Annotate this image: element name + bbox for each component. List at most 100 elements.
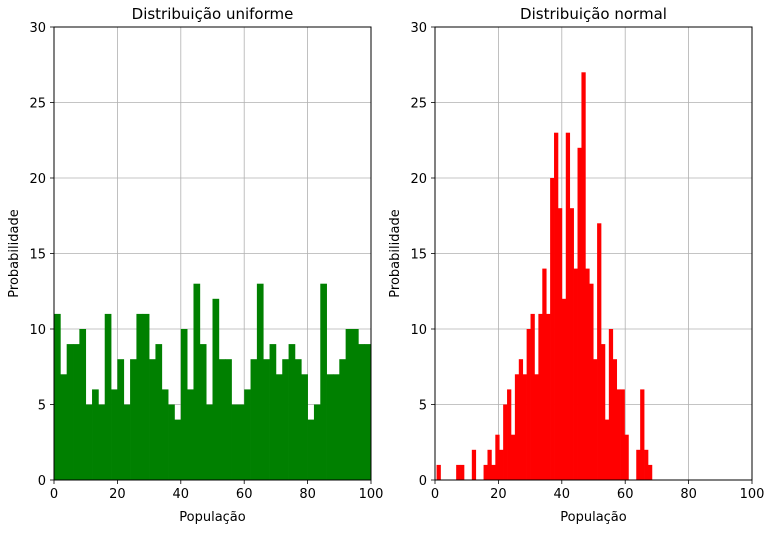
histogram-bar: [79, 329, 87, 480]
histogram-bar: [85, 404, 93, 480]
histogram-bar: [585, 268, 590, 480]
y-tick-label: 30: [410, 21, 427, 36]
histogram-bar: [518, 359, 524, 480]
histogram-bar: [581, 72, 586, 481]
histogram-bar: [644, 449, 649, 480]
y-tick-label: 25: [29, 97, 46, 112]
histogram-bar: [483, 464, 488, 480]
y-tick-label: 20: [29, 172, 46, 187]
histogram-bar: [275, 374, 283, 480]
histogram-bar: [593, 359, 598, 480]
histogram-bar: [256, 283, 264, 480]
x-tick-label: 100: [740, 487, 765, 502]
normal-histogram-panel: 0 20 40 60 80 100 0 5 10 15 20 25 30 Distribuição no…: [388, 5, 764, 525]
histogram-bar: [589, 283, 594, 480]
histogram-bar: [294, 359, 302, 480]
histogram-bar: [313, 404, 321, 480]
y-tick-label: 0: [38, 474, 46, 489]
tick-marks: 0 20 40 60 80 100 0 5 10 15 20 25 30: [410, 21, 764, 502]
histogram-bar: [73, 344, 80, 480]
histogram-bar: [565, 132, 571, 480]
histogram-bar: [542, 268, 547, 480]
x-axis-label: População: [179, 510, 246, 525]
x-tick-label: 60: [617, 487, 634, 502]
histogram-bar: [561, 298, 567, 480]
histogram-bar: [111, 389, 118, 480]
chart-title: Distribuição normal: [520, 5, 667, 23]
histogram-bar: [237, 404, 245, 480]
histogram-bar: [569, 208, 574, 480]
histogram-bar: [307, 419, 315, 480]
histogram-bar: [495, 434, 500, 480]
histogram-bars: [54, 283, 372, 480]
histogram-bar: [647, 464, 653, 480]
histogram-bar: [339, 359, 346, 480]
histogram-bar: [92, 389, 99, 480]
y-tick-label: 5: [38, 399, 46, 414]
histogram-bar: [231, 404, 239, 480]
histogram-bar: [503, 404, 508, 480]
histogram-bar: [471, 449, 477, 480]
histogram-bar: [538, 313, 543, 480]
histogram-bar: [510, 434, 516, 480]
histogram-bar: [554, 132, 559, 480]
histogram-bar: [225, 359, 232, 480]
histogram-bar: [168, 404, 175, 480]
histogram-bar: [332, 374, 340, 480]
histogram-bar: [212, 298, 220, 480]
histogram-bar: [597, 223, 602, 481]
y-axis-label: Probabilidade: [7, 209, 22, 297]
y-tick-label: 15: [410, 248, 427, 263]
histogram-bar: [269, 344, 277, 480]
histogram-bars: [436, 72, 653, 481]
histogram-bar: [180, 329, 188, 480]
x-axis-label: População: [560, 510, 627, 525]
x-tick-label: 100: [359, 487, 384, 502]
histogram-bar: [130, 359, 137, 480]
uniform-histogram-panel: 0 20 40 60 80 100 0 5 10 15 20 25 30 Distribuição un…: [7, 5, 383, 525]
histogram-bar: [320, 283, 327, 480]
histogram-bar: [456, 464, 461, 480]
histogram-bar: [436, 464, 441, 480]
histogram-bar: [507, 389, 512, 480]
y-tick-label: 5: [419, 399, 427, 414]
histogram-bar: [104, 313, 112, 480]
histogram-bar: [136, 313, 144, 480]
histogram-bar: [530, 313, 535, 480]
histogram-bar: [624, 434, 629, 480]
histogram-bar: [263, 359, 270, 480]
histogram-bar: [301, 374, 308, 480]
histogram-bar: [288, 344, 296, 480]
x-tick-label: 40: [554, 487, 571, 502]
histogram-bar: [550, 178, 555, 480]
x-tick-label: 0: [50, 487, 58, 502]
histogram-bar: [149, 359, 156, 480]
y-tick-label: 10: [29, 323, 46, 338]
y-axis-label: Probabilidade: [388, 209, 403, 297]
histogram-bar: [616, 389, 621, 480]
y-tick-label: 25: [410, 97, 427, 112]
y-tick-label: 20: [410, 172, 427, 187]
y-tick-label: 15: [29, 248, 46, 263]
x-tick-label: 40: [173, 487, 190, 502]
histogram-bar: [351, 329, 359, 480]
histogram-bar: [573, 268, 578, 480]
histogram-bar: [577, 147, 582, 481]
histogram-bar: [117, 359, 125, 480]
histogram-bar: [612, 359, 618, 480]
histogram-bar: [155, 344, 163, 480]
y-tick-label: 10: [410, 323, 427, 338]
histogram-bar: [60, 374, 68, 480]
histogram-bar: [636, 449, 641, 480]
histogram-bar: [123, 404, 131, 480]
histogram-bar: [199, 344, 207, 480]
histogram-bar: [546, 313, 551, 480]
histogram-bar: [601, 344, 606, 480]
histogram-bar: [487, 449, 492, 480]
y-tick-label: 30: [29, 21, 46, 36]
histogram-bar: [557, 208, 563, 480]
histogram-bar: [499, 449, 504, 480]
histogram-bar: [326, 374, 334, 480]
histogram-bar: [608, 329, 614, 480]
